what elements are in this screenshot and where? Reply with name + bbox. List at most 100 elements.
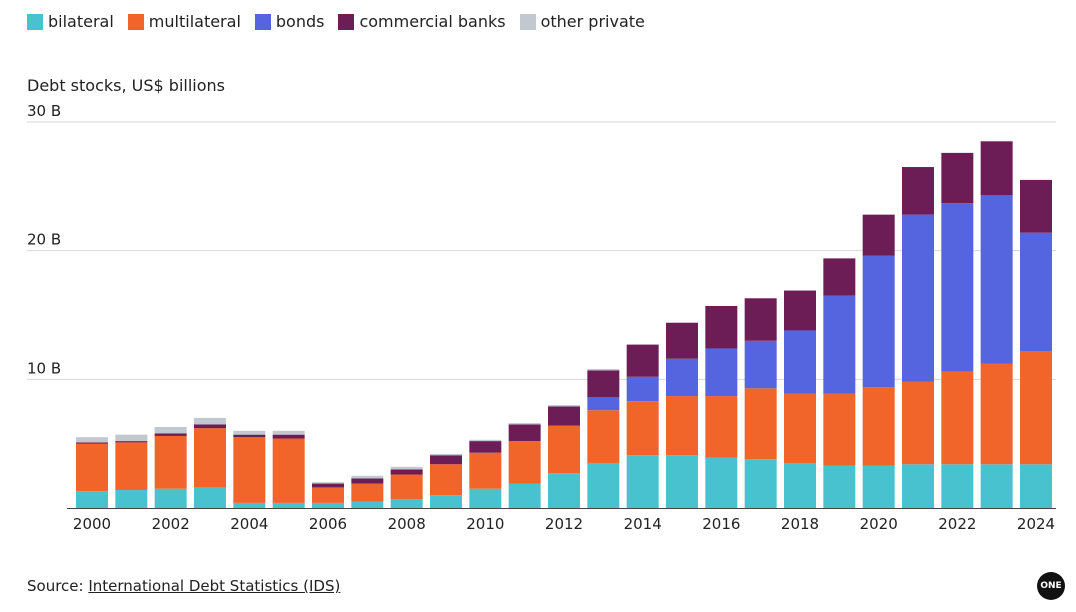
bar-segment-multilateral — [823, 393, 856, 466]
bar-segment-bilateral — [666, 455, 698, 508]
bar-segment-commercial-banks — [115, 441, 148, 443]
x-tick-label: 2012 — [545, 515, 583, 533]
y-axis-title: Debt stocks, US$ billions — [27, 76, 225, 95]
bar-segment-multilateral — [154, 435, 187, 489]
bar-segment-multilateral — [980, 363, 1013, 465]
bar-segment-commercial-banks — [508, 424, 541, 442]
bar-segment-multilateral — [784, 393, 816, 463]
bar-segment-other-private — [272, 430, 305, 435]
bar-segment-bilateral — [784, 462, 816, 508]
bar-segment-bilateral — [430, 495, 462, 508]
bar-segment-bilateral — [194, 487, 226, 508]
y-tick-label: 20 B — [27, 231, 61, 249]
bar-segment-other-private — [469, 439, 502, 442]
bar-segment-commercial-banks — [705, 305, 738, 349]
bar-segment-commercial-banks — [626, 344, 659, 377]
x-tick-label: 2024 — [1017, 515, 1055, 533]
bar-segment-bonds — [823, 295, 856, 394]
bar-segment-bilateral — [862, 465, 895, 508]
source-link[interactable]: International Debt Statistics (IDS) — [88, 577, 341, 595]
bar-segment-commercial-banks — [862, 214, 895, 256]
x-tick-label: 2006 — [309, 515, 347, 533]
bar-segment-bonds — [666, 358, 698, 397]
bar-segment-bilateral — [626, 455, 659, 508]
bar-segment-bilateral — [76, 491, 108, 508]
bar-segment-commercial-banks — [744, 298, 777, 341]
bar-segment-multilateral — [115, 442, 148, 490]
bar-segment-multilateral — [902, 381, 934, 465]
bar-segment-other-private — [508, 423, 541, 425]
x-tick-label: 2016 — [702, 515, 740, 533]
x-tick-label: 2002 — [152, 515, 190, 533]
bar-segment-bonds — [784, 330, 816, 394]
x-tick-label: 2018 — [781, 515, 819, 533]
stacked-bar-chart: 10 B 20 B 30 B 2000 2002 2004 2006 2008 2010 2012… — [27, 102, 1056, 533]
bar-segment-bilateral — [272, 502, 305, 508]
source-note: Source: International Debt Statistics (I… — [27, 577, 340, 595]
bar-segment-commercial-banks — [666, 322, 698, 359]
bar-segment-commercial-banks — [784, 290, 816, 331]
legend: bilateral multilateral bonds commercial ban… — [27, 12, 659, 31]
legend-item-other-private: other private — [519, 12, 645, 31]
bar-segment-multilateral — [1020, 351, 1052, 465]
bar-segment-bonds — [941, 203, 974, 372]
bar-segment-other-private — [587, 369, 620, 371]
bar-segment-commercial-banks — [587, 370, 620, 398]
bar-segment-commercial-banks — [390, 469, 423, 475]
bar-segment-multilateral — [862, 387, 895, 466]
bar-segment-other-private — [548, 405, 580, 407]
bar-segment-multilateral — [666, 396, 698, 456]
bar-segment-bonds — [626, 376, 659, 402]
x-tick-label: 2010 — [466, 515, 504, 533]
x-tick-label: 2020 — [860, 515, 898, 533]
one-logo: ONE — [1037, 572, 1065, 600]
bar-segment-bonds — [587, 397, 620, 411]
bar-segment-multilateral — [626, 401, 659, 456]
legend-label: commercial banks — [359, 12, 506, 31]
bar-segment-multilateral — [587, 410, 620, 463]
bar-segment-bilateral — [312, 502, 344, 508]
x-tick-label: 2022 — [938, 515, 976, 533]
legend-swatch — [127, 13, 144, 30]
bar-segment-multilateral — [430, 464, 462, 496]
bar-segment-commercial-banks — [154, 433, 187, 436]
legend-swatch — [519, 13, 536, 30]
bar-segment-bilateral — [744, 459, 777, 508]
bar-segment-commercial-banks — [823, 258, 856, 296]
bar-segment-commercial-banks — [548, 406, 580, 426]
bar-segment-bilateral — [508, 483, 541, 508]
legend-swatch — [254, 13, 271, 30]
bar-segment-other-private — [115, 434, 148, 442]
bar-segment-bonds — [1020, 232, 1052, 352]
bar-segment-other-private — [312, 482, 344, 484]
bar-segment-bilateral — [705, 457, 738, 508]
bar-segment-multilateral — [312, 487, 344, 503]
bar-segment-other-private — [76, 437, 108, 443]
legend-label: bonds — [275, 12, 325, 31]
bar-segment-bilateral — [233, 502, 266, 508]
bar-segment-commercial-banks — [941, 152, 974, 204]
bar-segment-multilateral — [744, 388, 777, 460]
bar-segment-commercial-banks — [430, 455, 462, 465]
bar-segment-other-private — [351, 475, 384, 479]
bar-segment-commercial-banks — [233, 434, 266, 438]
legend-item-bilateral: bilateral — [27, 12, 114, 31]
bar-segment-bilateral — [154, 488, 187, 508]
legend-label: multilateral — [148, 12, 241, 31]
bar-segment-bonds — [744, 340, 777, 389]
bar-segment-multilateral — [233, 437, 266, 503]
bar-segment-commercial-banks — [351, 478, 384, 484]
bar-segment-other-private — [194, 417, 226, 425]
bar-segment-multilateral — [548, 425, 580, 474]
bar-segment-bilateral — [980, 464, 1013, 508]
source-prefix: Source: — [27, 577, 89, 595]
bar-segment-multilateral — [469, 452, 502, 489]
y-tick-label: 10 B — [27, 359, 61, 377]
bar-segment-bonds — [705, 348, 738, 397]
bar-segment-commercial-banks — [76, 442, 108, 444]
bar-segment-bilateral — [823, 465, 856, 508]
bar-segment-bilateral — [587, 462, 620, 508]
x-tick-label: 2008 — [388, 515, 426, 533]
legend-swatch — [27, 13, 43, 30]
bar-segment-multilateral — [194, 428, 226, 488]
